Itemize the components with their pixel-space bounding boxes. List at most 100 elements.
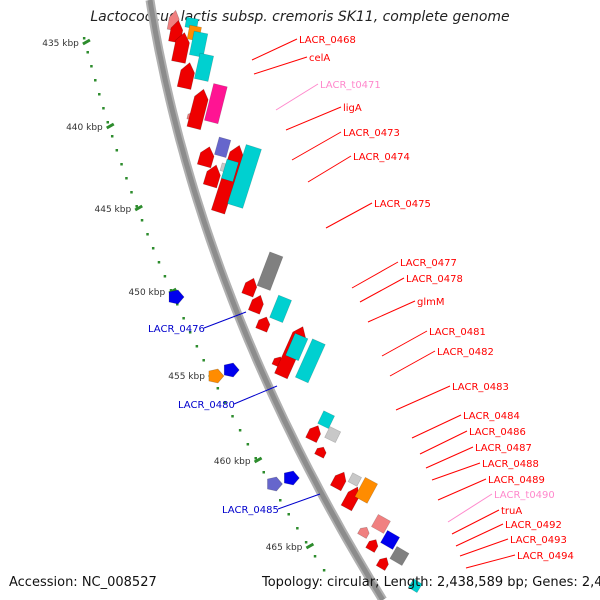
ruler-dot — [120, 163, 123, 166]
gene-feature-shape — [389, 545, 410, 566]
ruler-tick-label: 460 kbp — [214, 457, 251, 467]
gene-label: LACR_0474 — [353, 152, 410, 163]
gene-feature — [389, 545, 410, 566]
label-leader-line — [465, 554, 516, 569]
ruler-tick-label: 440 kbp — [66, 123, 103, 133]
gene-feature-shape — [227, 144, 262, 209]
ruler-dot — [202, 359, 205, 362]
ruler-dot — [98, 93, 101, 96]
gene-label: LACR_0492 — [505, 520, 562, 531]
ruler-dot — [102, 107, 105, 110]
label-leader-line — [291, 131, 342, 161]
label-leader-line — [307, 155, 352, 183]
gene-feature — [204, 83, 228, 125]
ruler-dot — [157, 261, 161, 264]
gene-feature-shape — [357, 526, 370, 539]
label-leader-line — [251, 38, 298, 61]
gene-feature-shape — [214, 136, 232, 158]
gene-feature — [220, 158, 239, 183]
ruler-dot — [90, 65, 93, 68]
gene-feature-shape — [171, 32, 190, 64]
ruler-tick-label: 455 kbp — [168, 372, 205, 382]
label-leader-line — [233, 385, 278, 405]
gene-feature — [176, 62, 195, 90]
label-leader-line — [381, 330, 428, 357]
gene-feature — [227, 144, 262, 209]
label-leader-line — [275, 83, 319, 111]
label-leader-line — [253, 56, 308, 75]
gene-feature-shape — [324, 426, 342, 444]
label-leader-line — [203, 311, 247, 329]
ruler-dot — [223, 401, 227, 404]
label-leader-line — [395, 385, 451, 411]
gene-feature — [408, 578, 423, 594]
ruler-tick-label: 450 kbp — [129, 288, 166, 298]
gene-label: LACR_0484 — [463, 411, 520, 422]
gene-label: LACR_0494 — [517, 551, 574, 562]
gene-feature-shape — [375, 557, 389, 571]
ruler-dot — [188, 331, 192, 334]
gene-feature-shape — [204, 83, 228, 125]
ruler-dot — [130, 191, 133, 194]
ruler-dot — [322, 569, 326, 572]
gene-feature-shape — [255, 316, 271, 333]
gene-label: LACR_0481 — [429, 327, 486, 338]
label-layer: LACR_0468 celA LACR_t0471 ligA LACR_0473 LACR… — [148, 35, 574, 569]
ruler-tick — [82, 38, 91, 46]
ruler-tick-label: 465 kbp — [266, 543, 303, 553]
backbone-layer — [145, 0, 387, 600]
gene-feature — [186, 88, 209, 131]
label-leader-line — [411, 414, 462, 439]
gene-feature — [196, 146, 215, 169]
ruler-tick-label: 445 kbp — [95, 205, 132, 215]
ruler-tick-label: 435 kbp — [42, 39, 79, 49]
ruler-dot — [238, 429, 242, 432]
label-leader-line — [359, 277, 405, 303]
ruler-dot — [216, 387, 220, 390]
gene-feature-shape — [347, 472, 362, 487]
gene-feature — [365, 539, 379, 553]
gene-feature-shape — [285, 332, 309, 362]
gene-label: LACR_0489 — [488, 475, 545, 486]
ruler-dot — [246, 443, 250, 446]
label-leader-line — [325, 202, 373, 229]
gene-label: LACR_0476 — [148, 324, 205, 335]
gene-label: glmM — [417, 297, 445, 308]
label-leader-line — [367, 300, 416, 323]
ruler-dot — [182, 317, 185, 320]
ruler-dot — [231, 415, 234, 418]
ruler-dot — [110, 135, 114, 138]
genome-backbone — [147, 0, 385, 600]
gene-feature — [294, 338, 326, 384]
gene-feature — [370, 513, 391, 534]
ruler-dot — [94, 79, 97, 82]
label-leader-line — [285, 106, 342, 131]
gene-feature — [214, 136, 232, 158]
gene-label: LACR_0477 — [400, 258, 457, 269]
accession-text: Accession: NC_008527 — [9, 575, 157, 590]
gene-feature — [241, 277, 258, 298]
ruler-dot — [175, 303, 179, 306]
gene-feature — [357, 526, 370, 539]
label-leader-line — [431, 462, 481, 481]
ruler-dot — [195, 345, 199, 348]
ruler-tick — [134, 204, 143, 212]
gene-feature-shape — [408, 578, 423, 594]
gene-feature-shape — [314, 446, 327, 459]
gene-feature-shape — [220, 158, 239, 183]
gene-feature — [324, 426, 342, 444]
gene-feature-shape — [256, 251, 284, 291]
gene-feature — [329, 471, 347, 492]
label-leader-line — [459, 538, 509, 557]
gene-label: ligA — [343, 103, 362, 114]
ruler-dot — [140, 219, 144, 222]
ruler-tick — [253, 456, 263, 464]
gene-feature-shape — [186, 88, 209, 131]
label-leader-line — [447, 493, 493, 523]
gene-label: LACR_t0471 — [320, 80, 381, 91]
gene-feature — [285, 332, 309, 362]
ruler-dot — [287, 513, 290, 516]
gene-feature — [168, 289, 185, 305]
gene-feature-shape — [354, 476, 379, 504]
